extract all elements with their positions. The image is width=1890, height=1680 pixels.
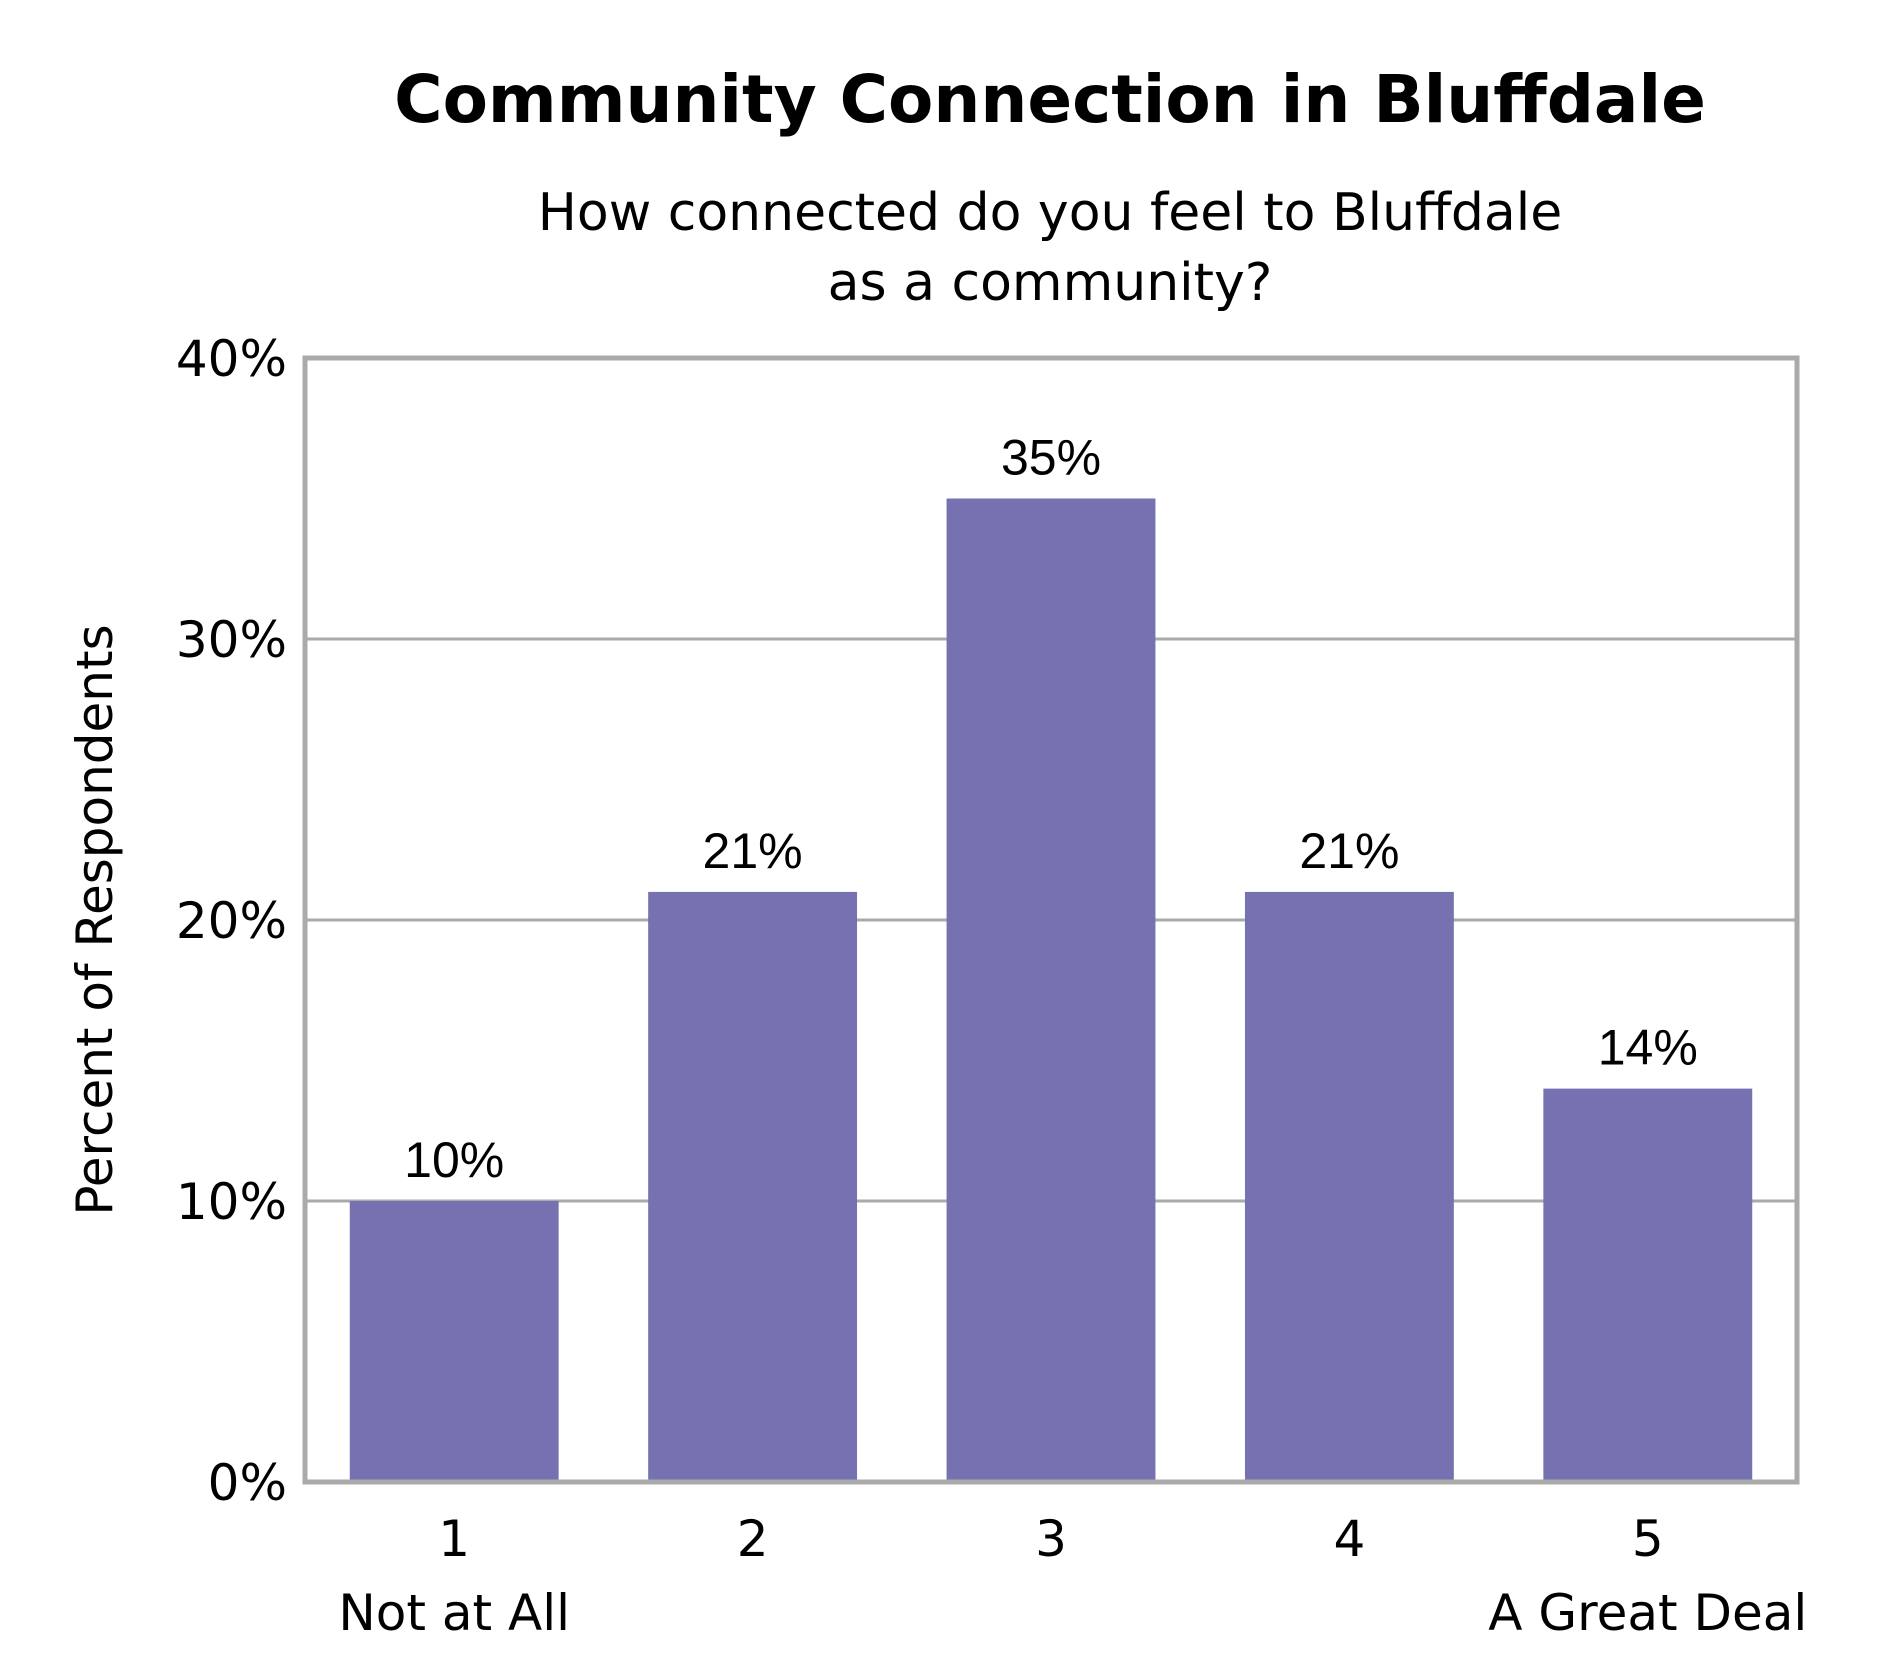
data-label: 10%	[404, 1132, 504, 1188]
chart-subtitle-line-1: How connected do you feel to Bluffdale	[538, 183, 1562, 243]
y-tick-label: 0%	[208, 1454, 287, 1512]
bars	[349, 498, 1753, 1482]
x-tick-sublabel: A Great Deal	[1488, 1584, 1807, 1642]
data-label: 21%	[703, 823, 803, 879]
x-tick-label: 3	[1035, 1510, 1067, 1568]
labels: 0% 10% 20% 30% 40% 10% 1 Not at All 21% 2 35% 3 21% 4…	[176, 330, 1807, 1642]
x-tick-label: 5	[1632, 1510, 1664, 1568]
data-label: 21%	[1299, 823, 1399, 879]
x-tick-label: 2	[737, 1510, 769, 1568]
data-label: 14%	[1598, 1020, 1698, 1076]
x-tick-sublabel: Not at All	[338, 1584, 570, 1642]
y-axis-label: Percent of Respondents	[66, 624, 124, 1215]
y-tick-label: 10%	[176, 1173, 287, 1231]
bar-3	[946, 498, 1156, 1482]
y-tick-label: 40%	[176, 330, 287, 388]
y-tick-label: 30%	[176, 611, 287, 669]
bar-2	[648, 891, 858, 1482]
y-tick-label: 20%	[176, 892, 287, 950]
plot-frame	[302, 355, 1800, 1485]
chart-title: Community Connection in Bluffdale	[394, 61, 1706, 138]
bar-4	[1244, 891, 1454, 1482]
bar-1	[349, 1201, 559, 1482]
x-tick-label: 4	[1333, 1510, 1365, 1568]
data-label: 35%	[1001, 430, 1101, 486]
x-tick-label: 1	[438, 1510, 470, 1568]
bar-5	[1543, 1088, 1753, 1482]
chart-subtitle-line-2: as a community?	[828, 253, 1273, 313]
